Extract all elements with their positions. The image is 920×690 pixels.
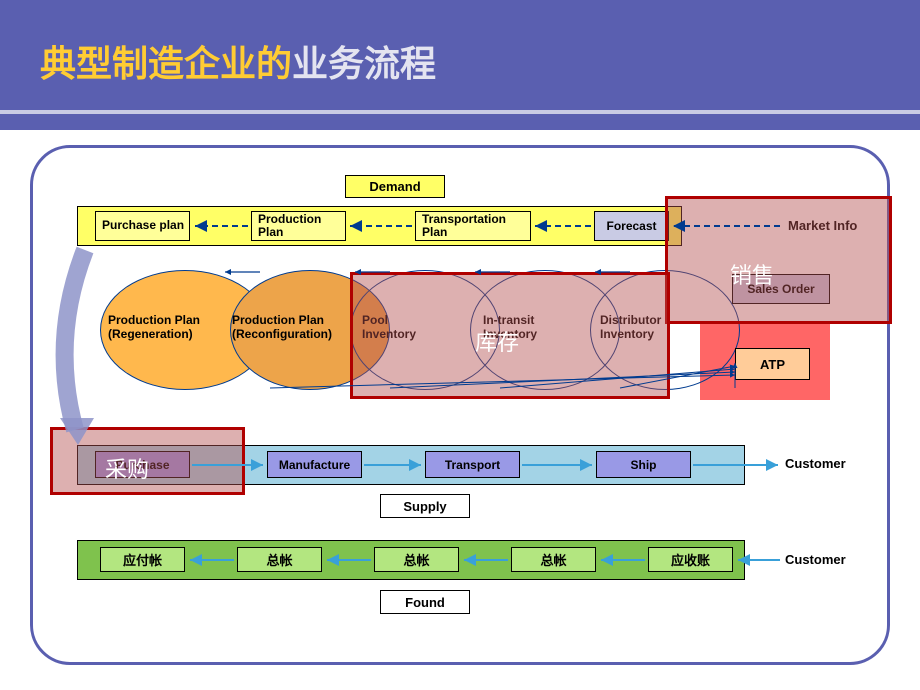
supply-customer-label: Customer xyxy=(785,456,846,471)
atp-box: ATP xyxy=(735,348,810,380)
found-label-box: Found xyxy=(380,590,470,614)
found-customer-label: Customer xyxy=(785,552,846,567)
found-box-2: 总帐 xyxy=(374,547,459,572)
title-part1: 典型制造企业的 xyxy=(40,43,292,84)
production-plan-box: Production Plan xyxy=(251,211,346,241)
transportation-plan-box: Transportation Plan xyxy=(415,211,531,241)
ellipse-label-0: Production Plan (Regeneration) xyxy=(108,313,200,342)
found-box-0: 应付帐 xyxy=(100,547,185,572)
supply-box-1: Manufacture xyxy=(267,451,362,478)
overlay-sales-label: 销售 xyxy=(730,258,774,290)
found-box-4: 应收账 xyxy=(648,547,733,572)
title-part2: 业务流程 xyxy=(292,43,436,84)
purchase-plan-box: Purchase plan xyxy=(95,211,190,241)
header: 典型制造企业的业务流程 xyxy=(0,0,920,130)
forecast-box: Forecast xyxy=(594,211,669,241)
found-box-1: 总帐 xyxy=(237,547,322,572)
demand-label-box: Demand xyxy=(345,175,445,198)
demand-label: Demand xyxy=(369,179,420,194)
header-divider xyxy=(0,110,920,114)
overlay-sales xyxy=(665,196,892,324)
overlay-inventory-label: 库存 xyxy=(475,325,519,357)
found-box-3: 总帐 xyxy=(511,547,596,572)
supply-label-box: Supply xyxy=(380,494,470,518)
supply-box-3: Ship xyxy=(596,451,691,478)
supply-box-2: Transport xyxy=(425,451,520,478)
ellipse-label-1: Production Plan (Reconfiguration) xyxy=(232,313,332,342)
overlay-purchase-label: 采购 xyxy=(105,452,149,484)
page-title: 典型制造企业的业务流程 xyxy=(40,35,436,87)
